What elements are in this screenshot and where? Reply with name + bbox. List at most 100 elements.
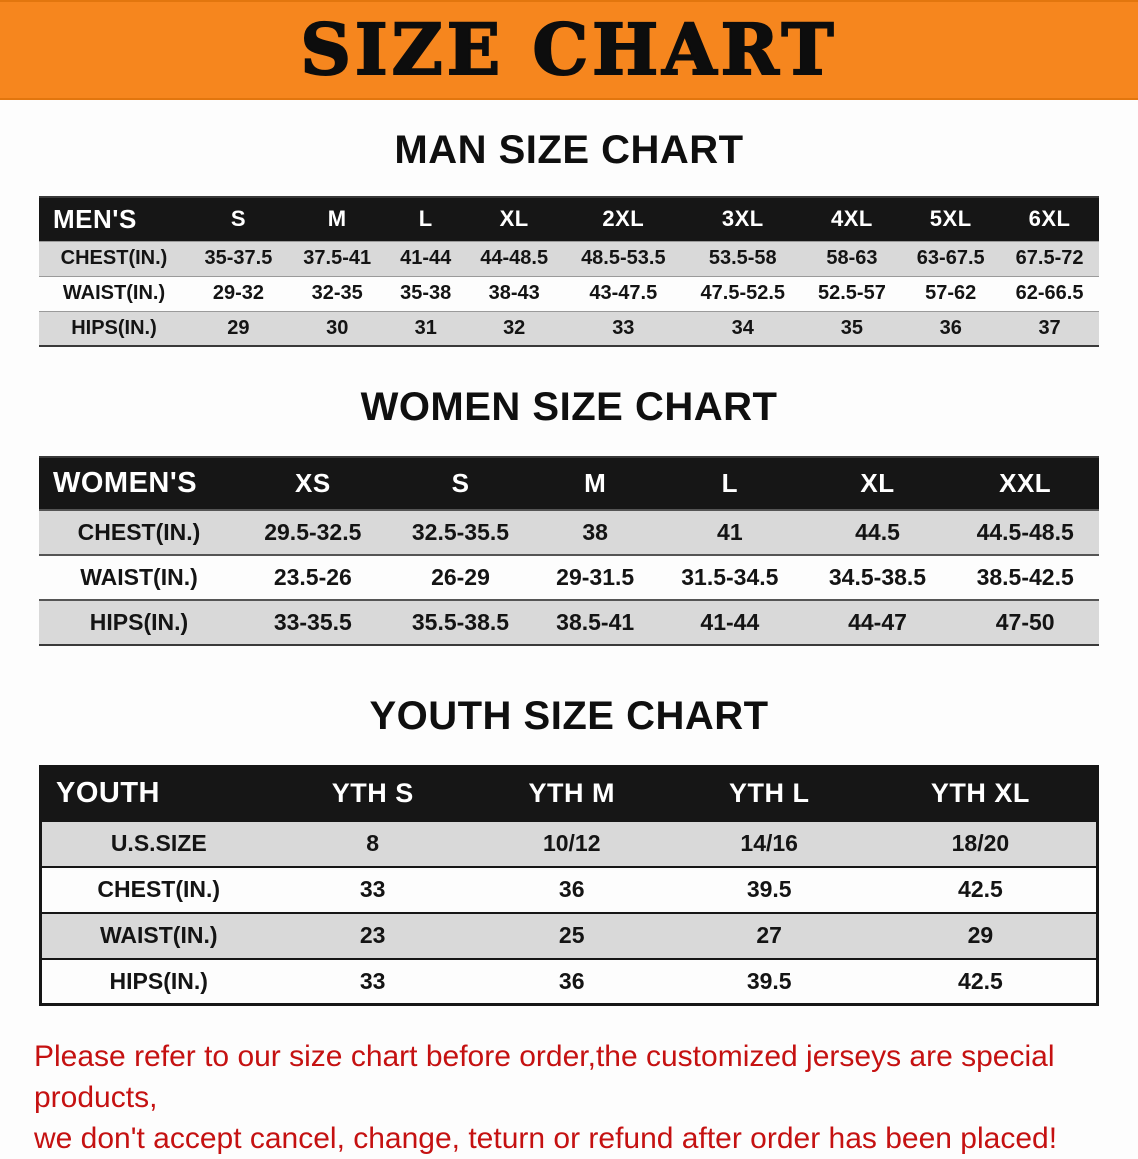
value-cell: 67.5-72 — [1000, 240, 1099, 276]
disclaimer-text: Please refer to our size chart before or… — [34, 1036, 1104, 1159]
size-header-cell: M — [534, 457, 657, 510]
value-cell: 52.5-57 — [802, 275, 902, 311]
measurement-row: U.S.SIZE 8 10/12 14/16 18/20 — [40, 819, 1098, 867]
value-cell: 26-29 — [386, 554, 535, 600]
row-label-cell: U.S.SIZE — [40, 819, 276, 867]
measurement-row: CHEST(IN.) 29.5-32.5 32.5-35.5 38 41 44.5 44.5… — [39, 509, 1099, 555]
size-table: WOMEN'S XS S M L XL XXL CHEST(IN.) 29.5-32.5 32.5… — [39, 456, 1099, 646]
disclaimer-line-2: we don't accept cancel, change, teturn o… — [34, 1122, 1058, 1155]
table-header-row: WOMEN'S XS S M L XL XXL — [39, 457, 1099, 510]
measurement-row: CHEST(IN.) 33 36 39.5 42.5 — [40, 865, 1098, 913]
size-header-cell: 5XL — [901, 197, 1001, 241]
row-label-cell: WAIST(IN.) — [39, 554, 239, 600]
value-cell: 8 — [275, 819, 470, 867]
value-cell: 29 — [864, 911, 1098, 959]
value-cell: 23 — [275, 911, 470, 959]
value-cell: 47.5-52.5 — [683, 275, 803, 311]
value-cell: 47-50 — [951, 599, 1099, 645]
value-cell: 42.5 — [864, 865, 1098, 913]
value-cell: 35.5-38.5 — [386, 599, 535, 645]
value-cell: 29 — [189, 310, 288, 346]
women-section-heading: WOMEN SIZE CHART — [360, 385, 778, 429]
value-cell: 10/12 — [469, 819, 674, 867]
value-cell: 38.5-42.5 — [951, 554, 1099, 600]
size-header-cell: XS — [239, 457, 387, 510]
banner: SIZE CHART — [0, 0, 1138, 100]
size-header-cell: XXL — [951, 457, 1099, 510]
value-cell: 38-43 — [464, 275, 564, 311]
size-header-cell: 2XL — [563, 197, 684, 241]
value-cell: 44-48.5 — [464, 240, 564, 276]
table-title-cell: MEN'S — [39, 197, 189, 241]
value-cell: 57-62 — [901, 275, 1001, 311]
value-cell: 36 — [901, 310, 1001, 346]
row-label-cell: CHEST(IN.) — [39, 240, 189, 276]
value-cell: 38 — [534, 509, 657, 555]
value-cell: 35-37.5 — [189, 240, 288, 276]
value-cell: 33-35.5 — [239, 599, 387, 645]
size-header-cell: S — [386, 457, 535, 510]
value-cell: 41 — [656, 509, 804, 555]
value-cell: 33 — [563, 310, 684, 346]
value-cell: 32 — [464, 310, 564, 346]
size-header-cell: YTH L — [673, 766, 865, 821]
value-cell: 37.5-41 — [287, 240, 387, 276]
table-header-row: YOUTH YTH S YTH M YTH L YTH XL — [40, 766, 1098, 821]
value-cell: 38.5-41 — [534, 599, 657, 645]
value-cell: 41-44 — [386, 240, 465, 276]
youth-section: YOUTH SIZE CHART YOUTH YTH S YTH M YTH L YTH… — [0, 693, 1138, 1006]
size-header-cell: L — [656, 457, 804, 510]
size-header-cell: YTH S — [275, 766, 470, 821]
size-header-cell: YTH XL — [864, 766, 1098, 821]
value-cell: 41-44 — [656, 599, 804, 645]
row-label-cell: CHEST(IN.) — [40, 865, 276, 913]
value-cell: 42.5 — [864, 957, 1098, 1005]
row-label-cell: HIPS(IN.) — [39, 310, 189, 346]
size-header-cell: YTH M — [469, 766, 674, 821]
value-cell: 44-47 — [803, 599, 952, 645]
men-section: MAN SIZE CHART MEN'S S M L XL 2XL 3XL 4XL 5XL 6XL… — [0, 127, 1138, 347]
measurement-row: HIPS(IN.) 33 36 39.5 42.5 — [40, 957, 1098, 1005]
value-cell: 53.5-58 — [683, 240, 803, 276]
size-header-cell: 6XL — [1000, 197, 1099, 241]
value-cell: 35-38 — [386, 275, 465, 311]
measurement-row: WAIST(IN.) 23.5-26 26-29 29-31.5 31.5-34.5 34… — [39, 554, 1099, 600]
table-title-cell: WOMEN'S — [39, 457, 239, 510]
measurement-row: WAIST(IN.) 23 25 27 29 — [40, 911, 1098, 959]
value-cell: 39.5 — [673, 865, 865, 913]
value-cell: 32.5-35.5 — [386, 509, 535, 555]
row-label-cell: HIPS(IN.) — [39, 599, 239, 645]
size-table: YOUTH YTH S YTH M YTH L YTH XL U.S.SIZE 8 10/12… — [39, 765, 1099, 1006]
men-section-heading: MAN SIZE CHART — [394, 128, 744, 172]
value-cell: 29-31.5 — [534, 554, 657, 600]
measurement-row: WAIST(IN.) 29-32 32-35 35-38 38-43 43-47.5 47.… — [39, 275, 1099, 311]
table-header-row: MEN'S S M L XL 2XL 3XL 4XL 5XL 6XL — [39, 197, 1099, 241]
disclaimer-line-1: Please refer to our size chart before or… — [34, 1040, 1055, 1114]
value-cell: 34 — [683, 310, 803, 346]
value-cell: 36 — [469, 957, 674, 1005]
value-cell: 36 — [469, 865, 674, 913]
row-label-cell: HIPS(IN.) — [40, 957, 276, 1005]
size-header-cell: 3XL — [683, 197, 803, 241]
size-header-cell: S — [189, 197, 288, 241]
value-cell: 31.5-34.5 — [656, 554, 804, 600]
value-cell: 29-32 — [189, 275, 288, 311]
value-cell: 39.5 — [673, 957, 865, 1005]
women-size-table: WOMEN'S XS S M L XL XXL CHEST(IN.) 29.5-32.5 32.5… — [39, 456, 1099, 646]
value-cell: 33 — [275, 957, 470, 1005]
youth-size-table: YOUTH YTH S YTH M YTH L YTH XL U.S.SIZE 8 10/12… — [39, 765, 1099, 1006]
value-cell: 62-66.5 — [1000, 275, 1099, 311]
value-cell: 44.5 — [803, 509, 952, 555]
value-cell: 43-47.5 — [563, 275, 684, 311]
value-cell: 44.5-48.5 — [951, 509, 1099, 555]
size-header-cell: 4XL — [802, 197, 902, 241]
measurement-row: HIPS(IN.) 29 30 31 32 33 34 35 36 37 — [39, 310, 1099, 346]
value-cell: 30 — [287, 310, 387, 346]
men-size-table: MEN'S S M L XL 2XL 3XL 4XL 5XL 6XL CHEST(IN.) 35-37… — [39, 196, 1099, 347]
value-cell: 58-63 — [802, 240, 902, 276]
row-label-cell: CHEST(IN.) — [39, 509, 239, 555]
value-cell: 63-67.5 — [901, 240, 1001, 276]
value-cell: 32-35 — [287, 275, 387, 311]
value-cell: 31 — [386, 310, 465, 346]
value-cell: 23.5-26 — [239, 554, 387, 600]
